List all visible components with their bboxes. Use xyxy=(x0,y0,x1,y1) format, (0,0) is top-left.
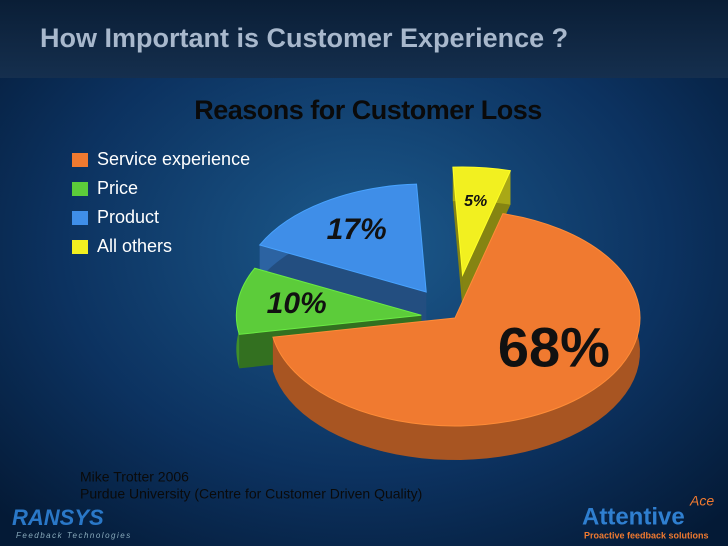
legend-swatch xyxy=(72,211,88,225)
legend-label: Price xyxy=(97,178,138,198)
pie-slice xyxy=(235,267,422,335)
slide-title: How Important is Customer Experience ? xyxy=(40,23,568,53)
pie-slice xyxy=(452,166,512,277)
logo-left-tagline: Feedback Technologies xyxy=(16,531,132,540)
source-line: Purdue University (Centre for Customer D… xyxy=(80,486,422,502)
legend-swatch xyxy=(72,182,88,196)
value-label: 10% xyxy=(267,287,327,320)
value-label: 17% xyxy=(327,213,387,246)
pie-slice xyxy=(272,213,641,427)
chart-title: Reasons for Customer Loss xyxy=(194,95,542,125)
source-line: Mike Trotter 2006 xyxy=(80,469,189,485)
legend-swatch xyxy=(72,153,88,167)
value-label: 68% xyxy=(498,316,610,379)
logo-right-mark: Ace xyxy=(689,493,714,509)
legend-label: Service experience xyxy=(97,149,250,169)
pie: 68% 10% 17% 5% xyxy=(235,166,641,460)
header-band xyxy=(0,0,728,78)
pie-slice xyxy=(258,183,427,293)
legend-label: Product xyxy=(97,207,159,227)
logo-right-tagline: Proactive feedback solutions xyxy=(584,530,709,540)
slice-wall xyxy=(452,167,463,310)
value-label: 5% xyxy=(464,193,487,210)
legend-label: All others xyxy=(97,236,172,256)
legend: Service experience Price Product All others xyxy=(72,149,250,256)
logo-left: RANSYS xyxy=(12,505,104,530)
legend-swatch xyxy=(72,240,88,254)
logo-right: Attentive xyxy=(582,503,685,530)
